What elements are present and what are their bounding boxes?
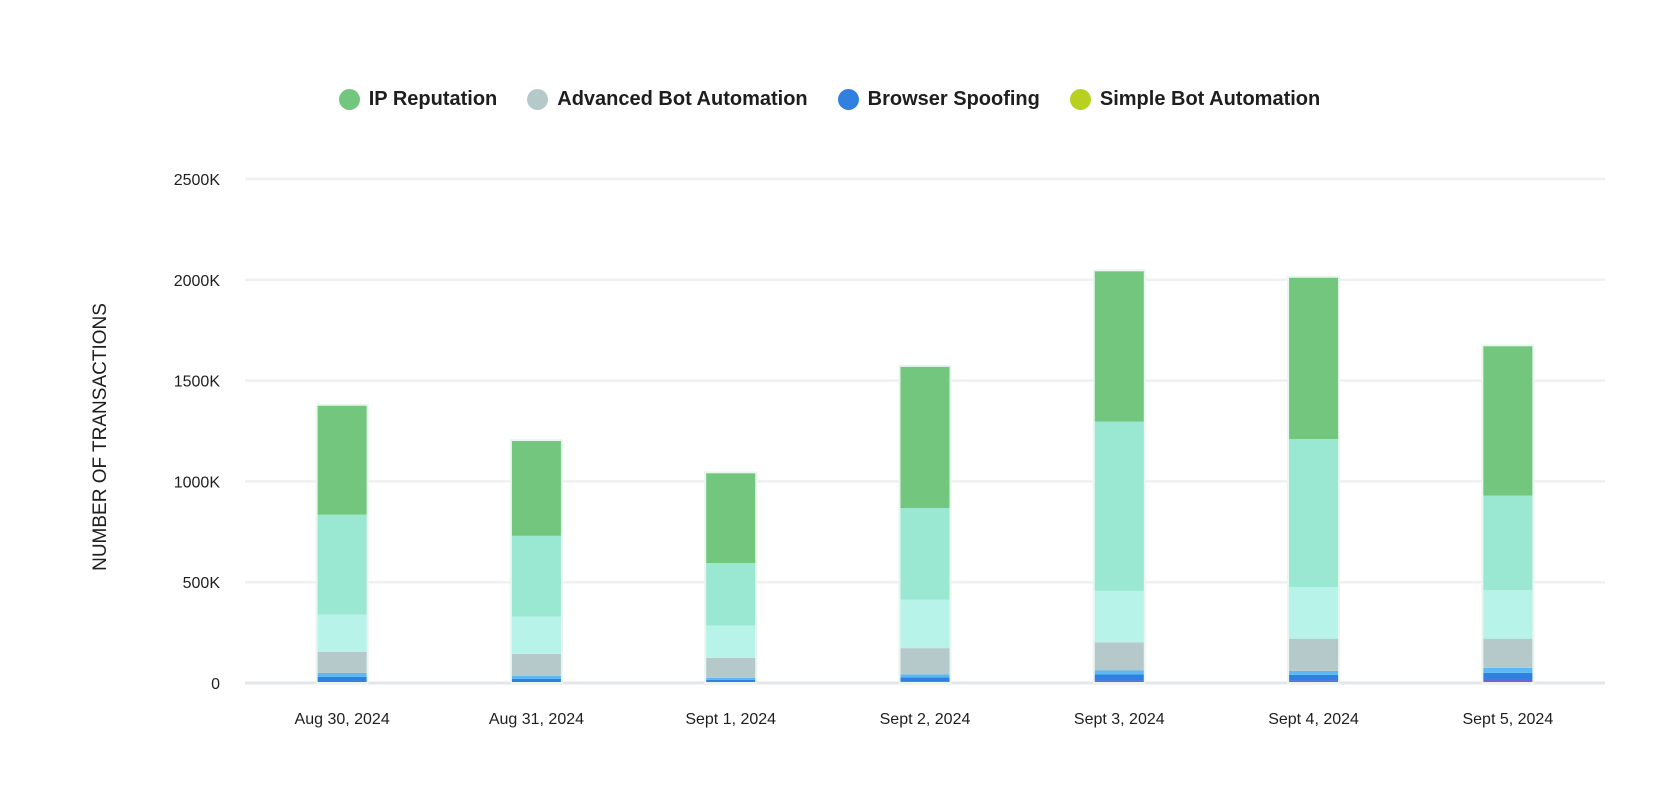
bar-outline	[315, 403, 369, 684]
legend-item-0[interactable]: IP Reputation	[338, 88, 498, 111]
bar-segment[interactable]	[1093, 421, 1145, 591]
bar-segment[interactable]	[1288, 638, 1340, 671]
bar-segment[interactable]	[1093, 680, 1145, 683]
bar-segment[interactable]	[1093, 590, 1145, 643]
legend-label: IP Reputation	[368, 88, 498, 110]
legend-item-3[interactable]: Simple Bot Automation	[1069, 88, 1321, 111]
x-tick-label: Sept 5, 2024	[1462, 711, 1553, 728]
bar-segment[interactable]	[899, 365, 951, 509]
y-tick-label: 0	[211, 676, 220, 693]
bar-segment[interactable]	[316, 614, 368, 652]
bar-segment[interactable]	[1482, 672, 1534, 680]
legend-label: Browser Spoofing	[867, 88, 1040, 110]
bar-segment[interactable]	[1288, 439, 1340, 588]
chart-legend: IP Reputation Advanced Bot Automation Brow…	[0, 88, 1659, 111]
bar-stack[interactable]	[1287, 275, 1341, 684]
y-tick-label: 2500K	[174, 172, 221, 189]
bar-segment[interactable]	[1482, 667, 1534, 673]
bar-segment[interactable]	[1288, 670, 1340, 675]
x-tick-label: Aug 31, 2024	[489, 711, 584, 728]
bar-segment[interactable]	[705, 679, 757, 682]
x-tick-label: Sept 2, 2024	[880, 711, 971, 728]
bar-segment[interactable]	[316, 680, 368, 683]
bar-segment[interactable]	[510, 653, 562, 676]
bar-segment[interactable]	[705, 472, 757, 564]
bar-segment[interactable]	[1288, 587, 1340, 639]
bar-segment[interactable]	[899, 674, 951, 678]
bar-segment[interactable]	[899, 599, 951, 649]
bar-segment[interactable]	[316, 651, 368, 673]
x-tick-label: Aug 30, 2024	[295, 711, 390, 728]
bar-segment[interactable]	[1482, 495, 1534, 591]
bar-outline	[1287, 275, 1341, 684]
x-tick-label: Sept 4, 2024	[1268, 711, 1359, 728]
bar-stack[interactable]	[898, 364, 952, 684]
bar-segment[interactable]	[705, 657, 757, 678]
bar-segment[interactable]	[899, 508, 951, 600]
bar-stack[interactable]	[315, 403, 369, 684]
bar-outline	[509, 439, 563, 684]
bar-stack[interactable]	[509, 439, 563, 684]
bar-segment[interactable]	[510, 535, 562, 617]
bar-segment[interactable]	[1482, 679, 1534, 683]
legend-swatch	[527, 89, 549, 110]
legend-label: Simple Bot Automation	[1099, 88, 1321, 110]
bar-segment[interactable]	[1288, 674, 1340, 681]
x-tick-label: Sept 1, 2024	[685, 711, 776, 728]
bars	[315, 269, 1535, 684]
y-axis-ticks: 0 500K 1000K 1500K 2000K 2500K	[174, 172, 221, 693]
bar-segment[interactable]	[510, 616, 562, 654]
bar-segment[interactable]	[1288, 276, 1340, 440]
bar-outline	[1092, 269, 1146, 684]
bar-segment[interactable]	[1482, 638, 1534, 668]
bar-segment[interactable]	[510, 678, 562, 682]
bar-outline	[1481, 344, 1535, 684]
bar-segment[interactable]	[1482, 345, 1534, 496]
x-tick-label: Sept 3, 2024	[1074, 711, 1165, 728]
bar-outline	[704, 471, 758, 684]
bar-segment[interactable]	[316, 676, 368, 681]
bar-segment[interactable]	[1482, 590, 1534, 639]
y-axis-title: NUMBER OF TRANSACTIONS	[90, 303, 111, 571]
y-tick-label: 1500K	[174, 374, 221, 391]
bar-segment[interactable]	[705, 677, 757, 680]
bar-segment[interactable]	[1093, 270, 1145, 422]
y-tick-label: 1000K	[174, 474, 221, 491]
x-axis-ticks: Aug 30, 2024 Aug 31, 2024 Sept 1, 2024 Sept…	[295, 711, 1554, 728]
bar-segment[interactable]	[899, 648, 951, 675]
bar-segment[interactable]	[1093, 674, 1145, 681]
bar-segment[interactable]	[316, 672, 368, 677]
y-tick-label: 500K	[183, 575, 221, 592]
bar-segment[interactable]	[316, 404, 368, 515]
bar-segment[interactable]	[1288, 680, 1340, 683]
legend-label: Advanced Bot Automation	[557, 88, 808, 110]
legend-swatch	[338, 89, 360, 110]
bar-segment[interactable]	[510, 440, 562, 536]
bar-segment[interactable]	[705, 625, 757, 658]
y-tick-label: 2000K	[174, 273, 221, 290]
bar-stack[interactable]	[1092, 269, 1146, 684]
legend-swatch	[837, 89, 859, 110]
bar-segment[interactable]	[1093, 670, 1145, 675]
legend-item-2[interactable]: Browser Spoofing	[837, 88, 1040, 111]
bar-segment[interactable]	[510, 675, 562, 679]
bar-stack[interactable]	[1481, 344, 1535, 684]
legend-swatch	[1069, 89, 1091, 110]
bar-segment[interactable]	[899, 677, 951, 682]
bar-stack[interactable]	[704, 471, 758, 684]
bar-outline	[898, 364, 952, 684]
legend-item-1[interactable]: Advanced Bot Automation	[527, 88, 808, 111]
bar-segment[interactable]	[705, 563, 757, 626]
bar-segment[interactable]	[1093, 642, 1145, 671]
bar-segment[interactable]	[316, 514, 368, 615]
